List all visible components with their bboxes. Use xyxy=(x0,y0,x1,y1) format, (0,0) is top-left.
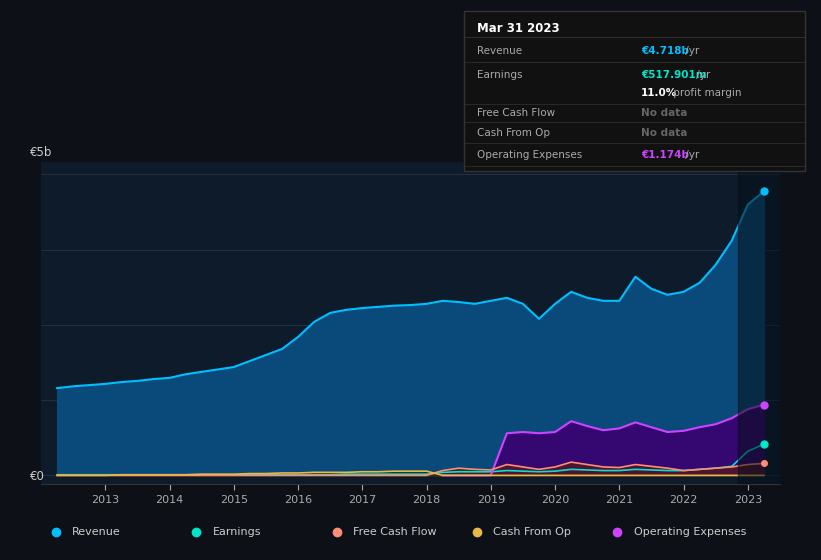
Text: No data: No data xyxy=(641,128,687,138)
Text: Revenue: Revenue xyxy=(478,46,523,56)
Text: /yr: /yr xyxy=(681,46,699,56)
Text: Cash From Op: Cash From Op xyxy=(493,527,571,537)
Text: €5b: €5b xyxy=(30,146,53,159)
Text: Free Cash Flow: Free Cash Flow xyxy=(478,108,556,118)
Text: €0: €0 xyxy=(30,470,45,483)
Text: Earnings: Earnings xyxy=(478,70,523,80)
Text: No data: No data xyxy=(641,108,687,118)
Text: Revenue: Revenue xyxy=(72,527,121,537)
Text: Mar 31 2023: Mar 31 2023 xyxy=(478,22,560,35)
Text: profit margin: profit margin xyxy=(670,87,741,97)
Text: /yr: /yr xyxy=(681,150,699,160)
Bar xyxy=(738,162,780,484)
Text: Cash From Op: Cash From Op xyxy=(478,128,551,138)
Text: 11.0%: 11.0% xyxy=(641,87,677,97)
Text: €4.718b: €4.718b xyxy=(641,46,689,56)
Text: Operating Expenses: Operating Expenses xyxy=(634,527,746,537)
Text: Operating Expenses: Operating Expenses xyxy=(478,150,583,160)
Text: Earnings: Earnings xyxy=(213,527,261,537)
Text: Free Cash Flow: Free Cash Flow xyxy=(353,527,437,537)
Text: /yr: /yr xyxy=(693,70,710,80)
Text: €517.901m: €517.901m xyxy=(641,70,707,80)
Text: €1.174b: €1.174b xyxy=(641,150,689,160)
